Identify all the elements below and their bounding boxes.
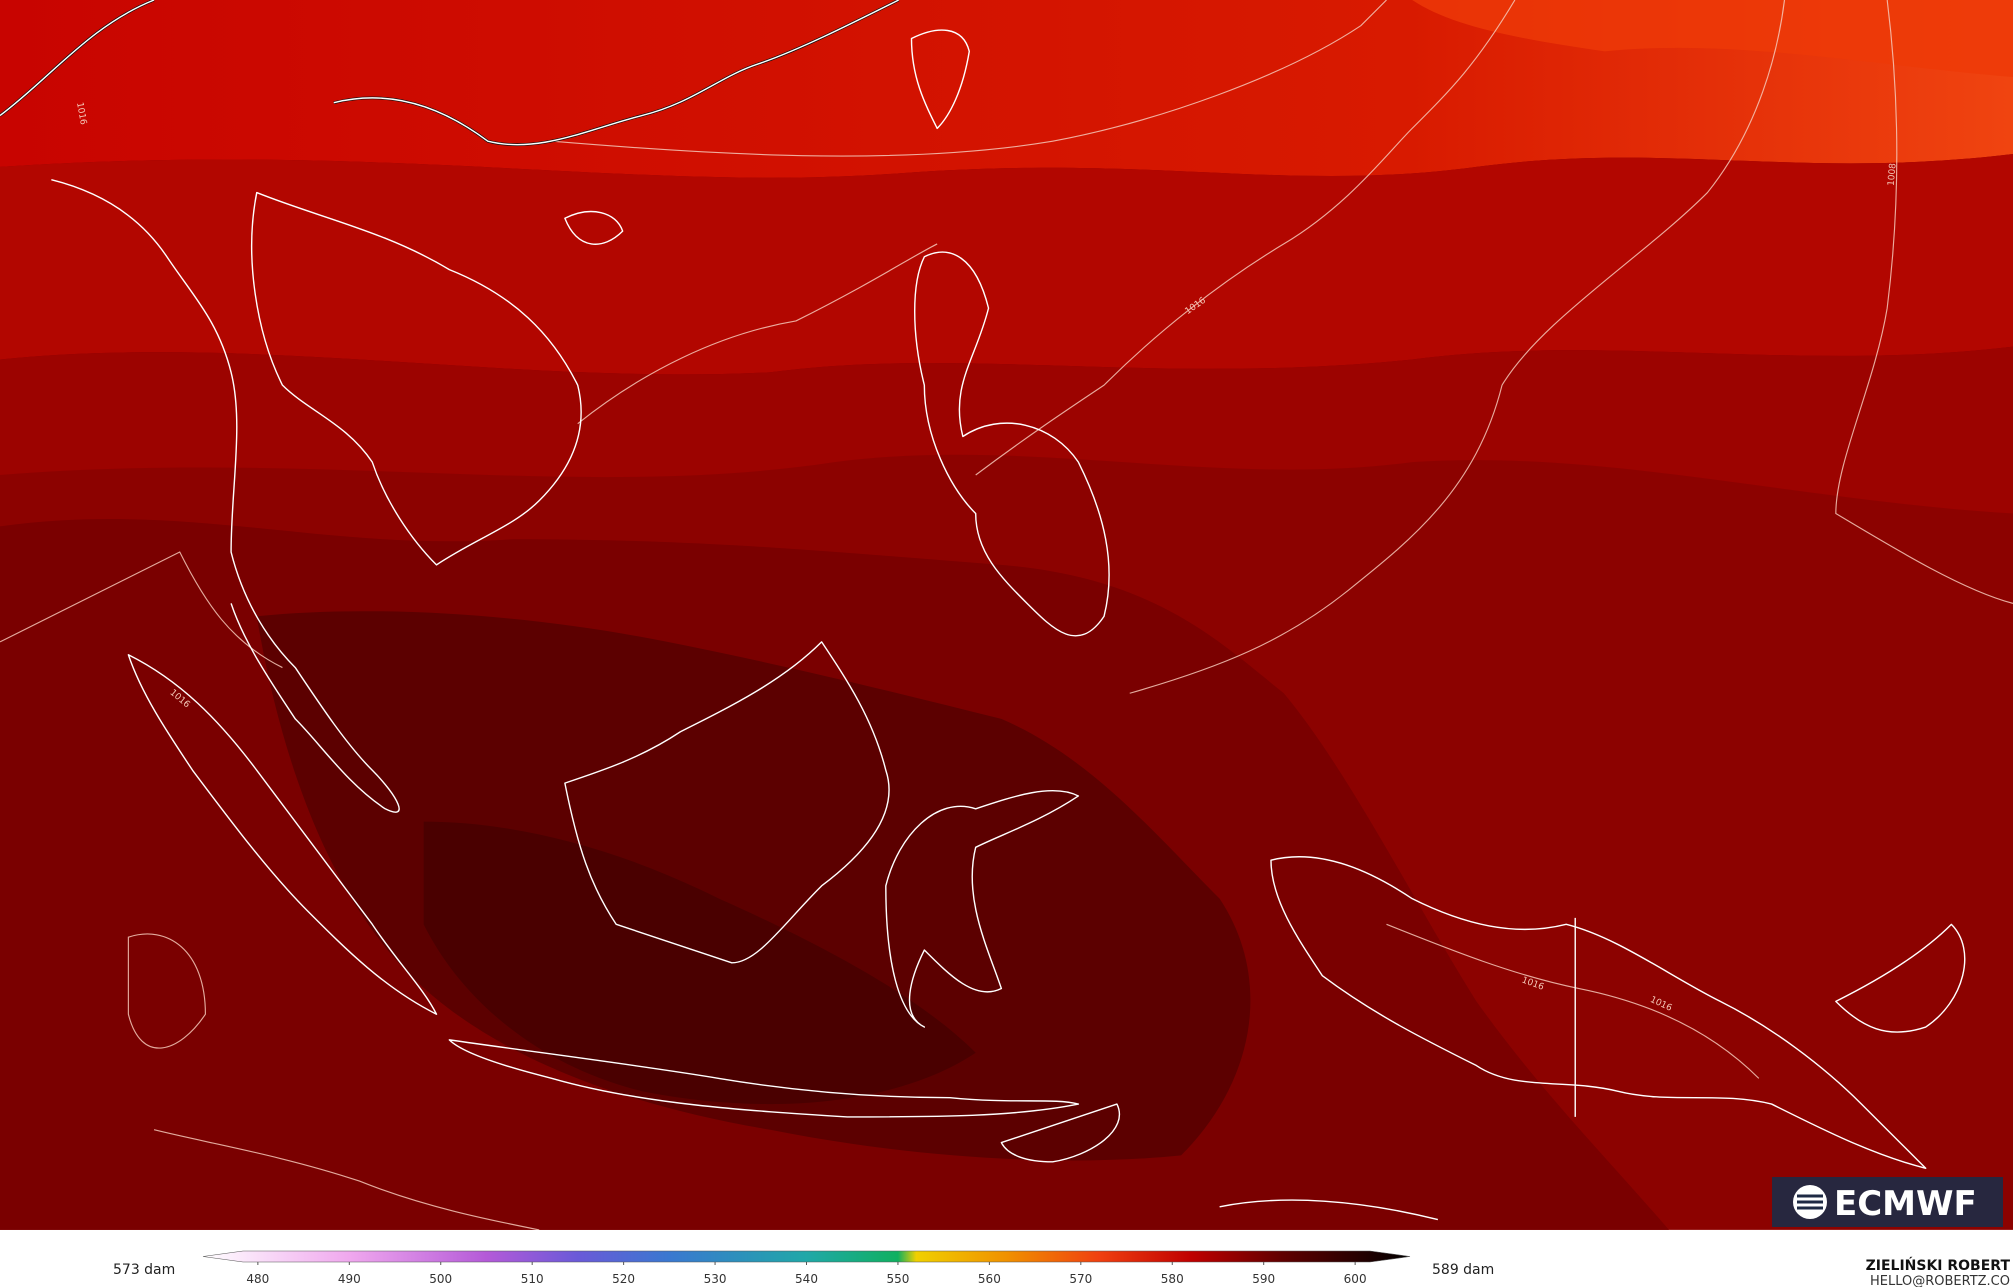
isobar	[975, 0, 1516, 476]
colorbar-tick-label: 600	[1344, 1272, 1367, 1286]
isobar	[577, 243, 938, 425]
logo-icon	[1797, 1194, 1823, 1210]
coastlines	[0, 0, 1966, 1221]
credit-email: HELLO@ROBERTZ.CO	[1870, 1274, 2010, 1287]
colorbar-tick-label: 570	[1069, 1272, 1092, 1286]
colorbar: 480 490 500 510 520 530 540 550 560 570 580 590 600	[202, 1250, 1411, 1286]
colorbar-tick-label: 590	[1252, 1272, 1275, 1286]
map-area: 1016 1016 1016 1008 1016 1016	[0, 0, 2013, 1231]
colorbar-tick-label: 520	[612, 1272, 635, 1286]
field-band	[0, 0, 2013, 178]
colorbar-tick-label: 510	[521, 1272, 544, 1286]
field-band	[423, 821, 976, 1105]
colorbar-tick-label: 550	[886, 1272, 909, 1286]
colorbar-tick-label: 530	[704, 1272, 727, 1286]
isobar	[0, 551, 283, 669]
colorbar-tick-label: 480	[246, 1272, 269, 1286]
field-band	[0, 154, 2013, 375]
credit-name: ZIELIŃSKI ROBERT	[1866, 1256, 2011, 1274]
isobar	[1129, 0, 1786, 694]
logo: ECMWF	[1772, 1177, 2003, 1227]
colorbar-max-label: 589 dam	[1432, 1262, 1494, 1278]
colorbar-tick-label: 580	[1161, 1272, 1184, 1286]
isobar	[551, 0, 1387, 157]
colorbar-tick-label: 540	[795, 1272, 818, 1286]
colorbar-tick-label: 490	[338, 1272, 361, 1286]
logo-text: ECMWF	[1834, 1184, 1977, 1224]
isobar-label: 1008	[1887, 163, 1899, 187]
isobar	[1386, 923, 1760, 1079]
colorbar-bar	[202, 1250, 1411, 1263]
colorbar-tick-label: 500	[429, 1272, 452, 1286]
colorbar-tick-label: 560	[978, 1272, 1001, 1286]
isobar-label: 1016	[74, 101, 88, 126]
isobar	[1835, 0, 2013, 604]
colorbar-min-label: 573 dam	[113, 1262, 175, 1278]
field-band	[0, 346, 2013, 514]
isobar	[127, 933, 540, 1231]
field-band	[1412, 0, 2013, 78]
